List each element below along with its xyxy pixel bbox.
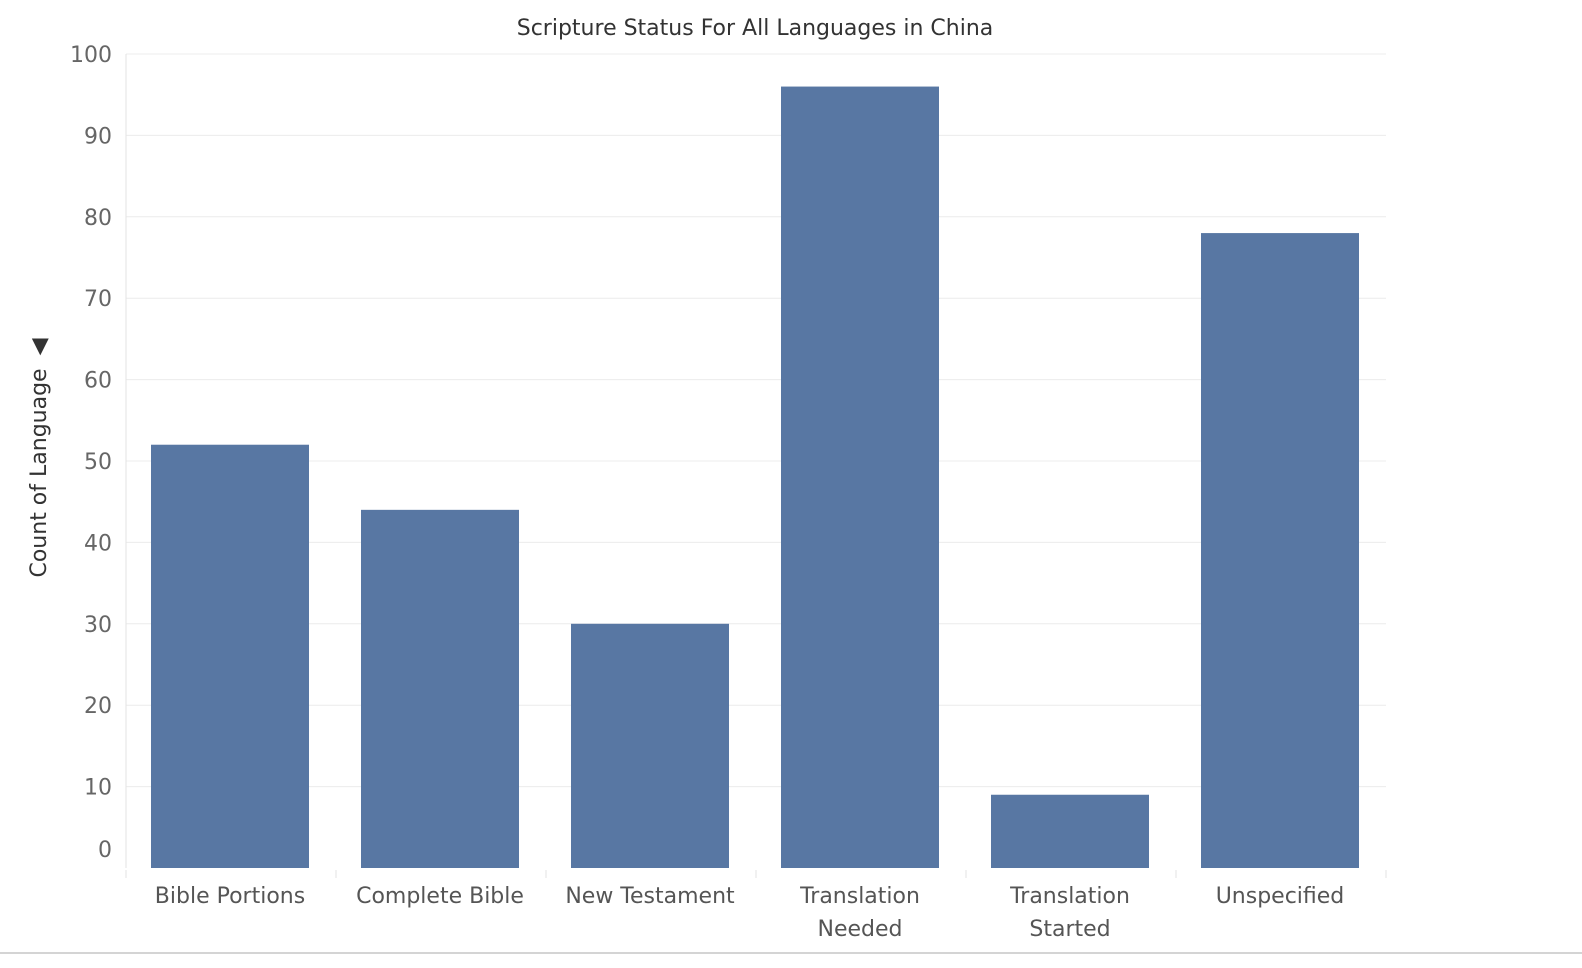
- y-tick-label: 30: [84, 613, 112, 638]
- x-category-label: Translation Started: [1009, 884, 1130, 942]
- x-category-label: Unspecified: [1216, 884, 1345, 909]
- chart-title: Scripture Status For All Languages in Ch…: [517, 16, 994, 41]
- x-axis-categories: Bible Portions Complete Bible New Testamen…: [155, 884, 1344, 942]
- y-tick-label: 10: [84, 776, 112, 801]
- y-axis-title-text: Count of Language: [27, 368, 52, 577]
- y-tick-label: 20: [84, 694, 112, 719]
- bar-translation-started[interactable]: [991, 794, 1149, 868]
- y-tick-label: 70: [84, 287, 112, 312]
- x-category-label: Translation Needed: [799, 884, 920, 942]
- bar-new-testament[interactable]: [571, 623, 729, 868]
- y-tick-label: 0: [98, 838, 112, 863]
- x-category-label: Bible Portions: [155, 884, 305, 909]
- bottom-border: [0, 952, 1582, 954]
- x-category-label: Complete Bible: [356, 884, 524, 909]
- bars: [151, 86, 1359, 868]
- y-tick-label: 40: [84, 531, 112, 556]
- gridlines: [126, 53, 1386, 788]
- y-tick-label: 100: [70, 43, 112, 68]
- y-tick-label: 80: [84, 206, 112, 231]
- bar-bible-portions[interactable]: [151, 444, 309, 868]
- y-tick-label: 50: [84, 450, 112, 475]
- axes: [125, 54, 1387, 878]
- bar-translation-needed[interactable]: [781, 86, 939, 868]
- y-axis-ticks: 0 10 20 30 40 50 60 70 80 90 100: [70, 43, 112, 863]
- y-tick-label: 60: [84, 369, 112, 394]
- y-tick-label: 90: [84, 124, 112, 149]
- y-axis-title[interactable]: Count of Language ◀: [27, 338, 52, 577]
- sort-indicator-icon[interactable]: ◀: [27, 338, 52, 355]
- bar-complete-bible[interactable]: [361, 509, 519, 868]
- bar-unspecified[interactable]: [1201, 233, 1359, 868]
- x-category-label: New Testament: [565, 884, 735, 909]
